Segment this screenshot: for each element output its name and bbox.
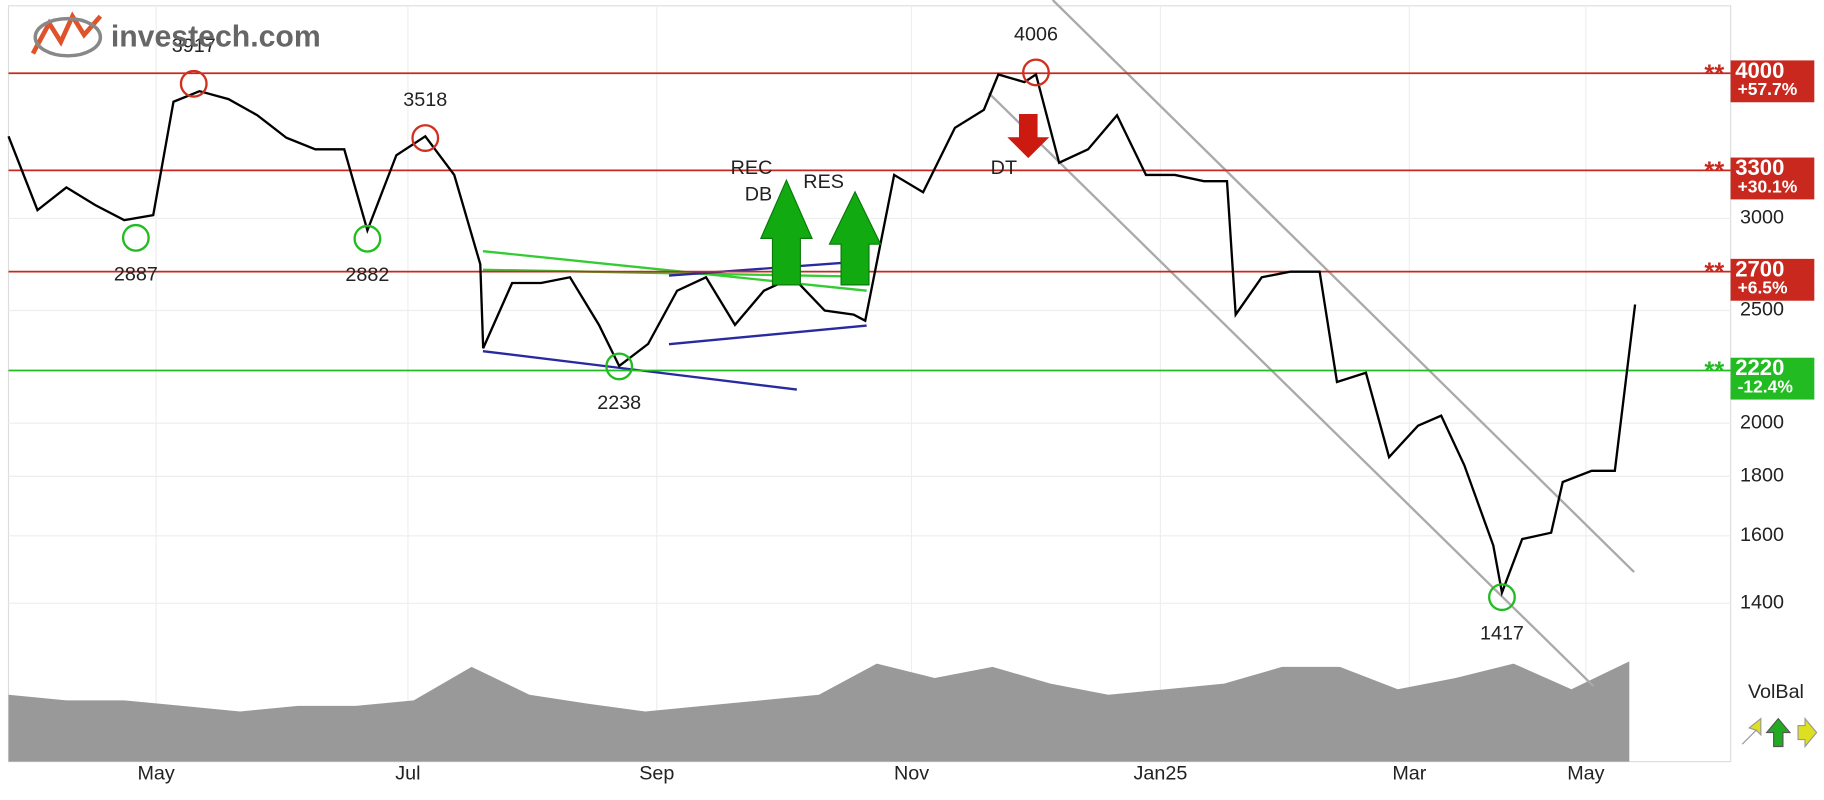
x-tick-label: May bbox=[137, 763, 174, 785]
extreme-circle bbox=[353, 224, 382, 253]
signal-label: DB bbox=[745, 184, 772, 206]
level-change: +57.7% bbox=[1738, 79, 1798, 99]
level-change: +6.5% bbox=[1738, 278, 1788, 298]
level-value: 2220 bbox=[1735, 355, 1784, 380]
plot-area bbox=[7, 5, 1732, 763]
extreme-circle bbox=[121, 223, 150, 252]
indicator-arrow bbox=[1797, 716, 1818, 749]
level-box bbox=[1730, 60, 1815, 103]
level-value: 4000 bbox=[1735, 58, 1784, 83]
level-change: -12.4% bbox=[1738, 377, 1794, 397]
x-tick-label: May bbox=[1567, 763, 1604, 785]
buy-arrow bbox=[828, 190, 882, 286]
volume-area bbox=[8, 661, 1630, 762]
signal-arrows bbox=[759, 113, 1050, 286]
level-box bbox=[1730, 258, 1815, 301]
extremes: 3917 3518 4006 2887 2882 2238 1417 bbox=[114, 23, 1524, 644]
x-tick-label: Jan25 bbox=[1134, 763, 1188, 785]
level-marker: ** bbox=[1704, 358, 1724, 386]
extreme-circle bbox=[1488, 583, 1516, 612]
channel-line bbox=[1051, 0, 1635, 573]
extreme-label: 2887 bbox=[114, 263, 158, 285]
signal-label: DT bbox=[991, 157, 1017, 179]
price-layer bbox=[7, 72, 1637, 597]
extreme-circle bbox=[179, 69, 208, 98]
extreme-circle bbox=[605, 352, 634, 381]
x-tick-label: Jul bbox=[395, 763, 420, 785]
extreme-circle bbox=[411, 124, 440, 152]
signal-label: REC bbox=[731, 157, 773, 179]
level-marker: ** bbox=[1704, 60, 1724, 88]
level-change: +30.1% bbox=[1738, 176, 1798, 196]
y-tick-label: 2000 bbox=[1740, 411, 1784, 433]
level-box bbox=[1730, 357, 1815, 400]
logo-mark bbox=[33, 16, 103, 58]
extreme-label: 1417 bbox=[1480, 623, 1524, 645]
y-tick-label: 2500 bbox=[1740, 299, 1784, 321]
level-marker: ** bbox=[1704, 157, 1724, 185]
extreme-label: 4006 bbox=[1014, 23, 1058, 45]
y-tick-label: 1800 bbox=[1740, 465, 1784, 487]
extreme-label: 3917 bbox=[172, 35, 216, 57]
x-tick-label: Nov bbox=[894, 763, 929, 785]
logo-text: investech.com bbox=[111, 20, 321, 53]
extreme-circle bbox=[1022, 58, 1050, 87]
indicator-arrow bbox=[1765, 717, 1792, 748]
x-tick-label: Sep bbox=[639, 763, 674, 785]
x-tick-label: Mar bbox=[1392, 763, 1426, 785]
logo-mark bbox=[30, 11, 103, 55]
y-tick-label: 1400 bbox=[1740, 591, 1784, 613]
level-value: 2700 bbox=[1735, 256, 1784, 281]
extreme-label: 2882 bbox=[345, 264, 389, 286]
extreme-label: 3518 bbox=[403, 89, 447, 111]
level-marker: ** bbox=[1704, 259, 1724, 287]
signal-label: RES bbox=[803, 171, 844, 193]
grid bbox=[8, 5, 1731, 762]
levels: ** 4000+57.7% ** 3300+30.1% ** 2700+6.5% ** 222… bbox=[8, 58, 1815, 400]
trend-line bbox=[668, 324, 867, 346]
y-tick-label: 1600 bbox=[1740, 524, 1784, 546]
volume-layer bbox=[8, 661, 1630, 762]
buy-arrow bbox=[759, 178, 813, 286]
trend-line bbox=[668, 261, 844, 277]
logo: investech.com bbox=[30, 11, 321, 58]
level-box bbox=[1730, 157, 1815, 200]
indicator-arrows bbox=[1741, 716, 1818, 749]
level-value: 3300 bbox=[1735, 155, 1784, 180]
extreme-label: 2238 bbox=[597, 392, 641, 414]
y-tick-label: 3000 bbox=[1740, 207, 1784, 229]
price-line bbox=[7, 72, 1637, 597]
sell-arrow bbox=[1007, 113, 1050, 159]
indicator-label: VolBal bbox=[1748, 681, 1804, 703]
indicator-arrow bbox=[1741, 717, 1762, 745]
